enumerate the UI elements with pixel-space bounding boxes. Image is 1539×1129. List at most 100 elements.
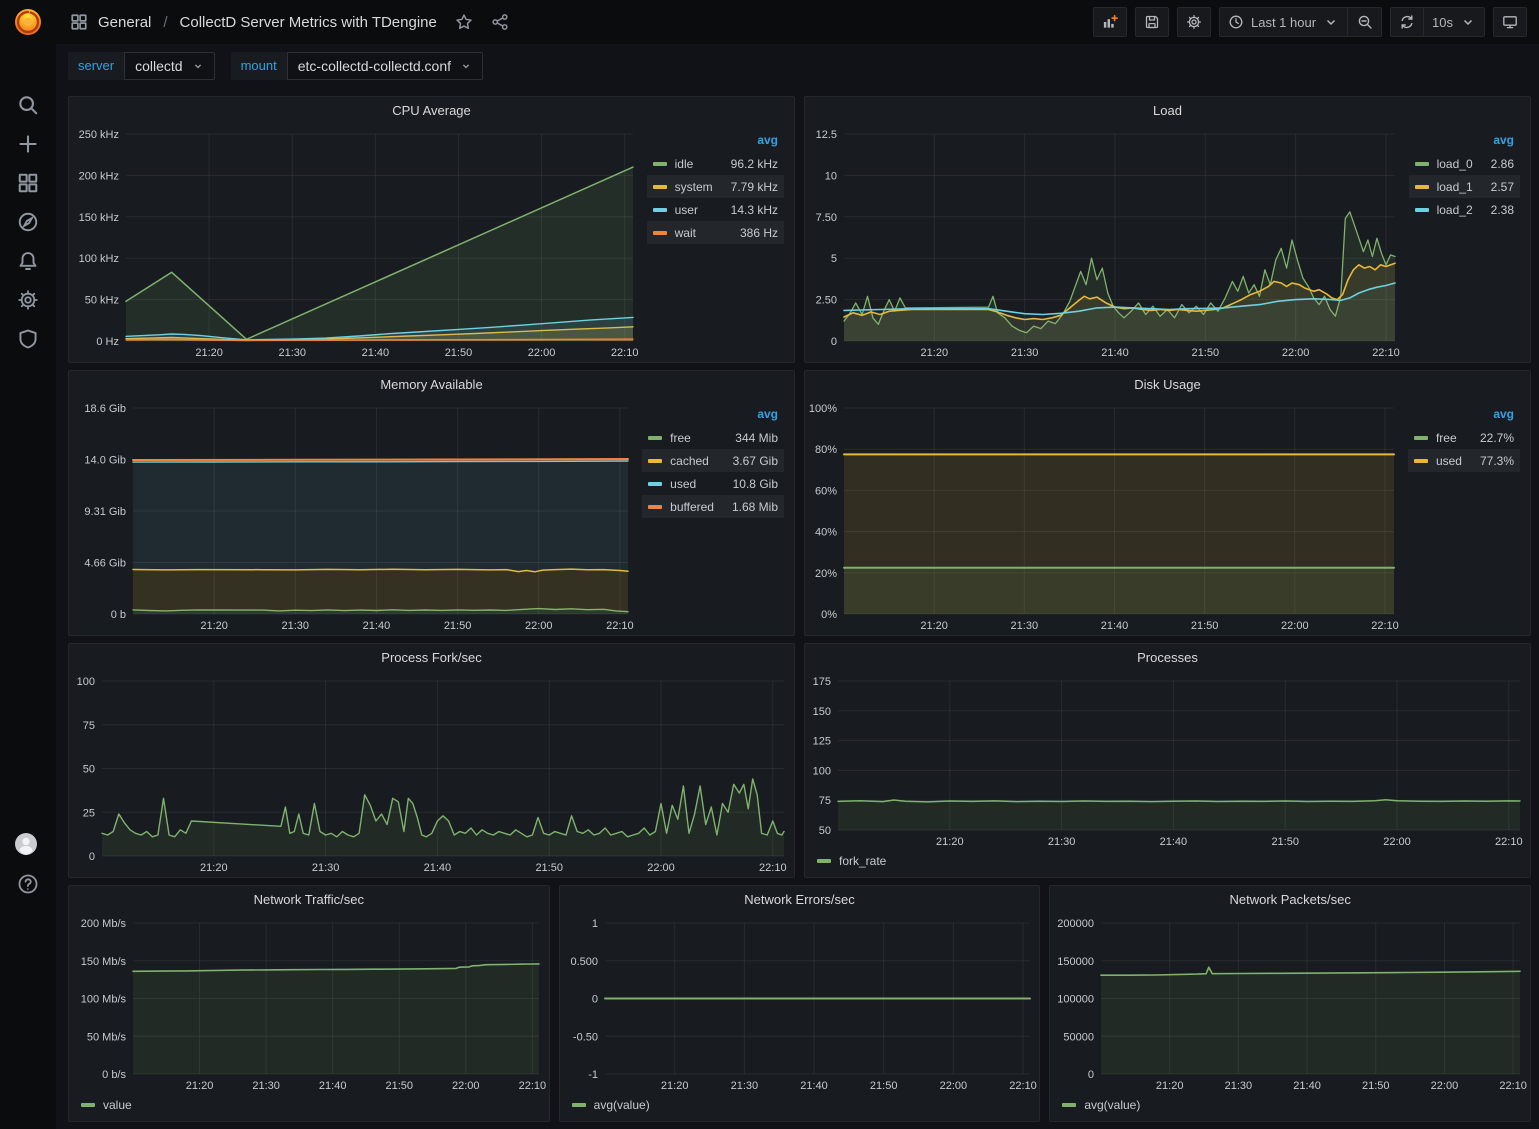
star-icon[interactable] <box>455 13 473 31</box>
svg-text:21:30: 21:30 <box>1011 620 1039 632</box>
chart-svg: 21:2021:3021:4021:5022:0022:100%20%40%60… <box>805 399 1404 635</box>
legend-label: wait <box>675 226 696 240</box>
chart-area[interactable]: 21:2021:3021:4021:5022:0022:100255075100 <box>69 672 794 877</box>
panel-title[interactable]: Disk Usage <box>805 371 1530 399</box>
chart-area[interactable]: 21:2021:3021:4021:5022:0022:100 b4.66 Gi… <box>69 399 638 635</box>
time-range-picker[interactable]: Last 1 hour <box>1219 7 1348 37</box>
legend-value: 96.2 kHz <box>713 157 778 171</box>
alerting-icon[interactable] <box>17 250 39 272</box>
cycle-view-mode-button[interactable] <box>1493 7 1527 37</box>
save-dashboard-button[interactable] <box>1135 7 1169 37</box>
svg-text:1: 1 <box>592 918 598 930</box>
legend-label: value <box>103 1098 132 1112</box>
legend-item[interactable]: free344 Mib <box>642 426 784 449</box>
zoom-out-button[interactable] <box>1348 7 1382 37</box>
svg-text:22:00: 22:00 <box>1383 836 1411 848</box>
legend-item[interactable]: used10.8 Gib <box>642 472 784 495</box>
dashboard-title[interactable]: CollectD Server Metrics with TDengine <box>180 14 437 31</box>
panel-legend[interactable]: fork_rate <box>805 851 1530 877</box>
panel-legend[interactable]: avg(value) <box>1050 1095 1530 1121</box>
help-icon[interactable] <box>17 873 39 895</box>
chart-area[interactable]: 21:2021:3021:4021:5022:0022:100%20%40%60… <box>805 399 1404 635</box>
dashboards-icon <box>70 13 88 31</box>
panel-legend[interactable]: avg(value) <box>560 1095 1040 1121</box>
legend-item[interactable]: load_02.86 <box>1409 152 1520 175</box>
add-panel-button[interactable] <box>1093 7 1127 37</box>
svg-text:25: 25 <box>83 807 95 819</box>
svg-text:21:50: 21:50 <box>870 1080 898 1092</box>
dashboard-row: CPU Average21:2021:3021:4021:5022:0022:1… <box>68 96 1531 363</box>
dashboard-settings-button[interactable] <box>1177 7 1211 37</box>
refresh-button[interactable] <box>1390 7 1424 37</box>
svg-text:200 Mb/s: 200 Mb/s <box>81 918 127 930</box>
legend-item[interactable]: free22.7% <box>1408 426 1520 449</box>
panel-network-packets-sec: Network Packets/sec21:2021:3021:4021:502… <box>1049 885 1531 1122</box>
chart-area[interactable]: 21:2021:3021:4021:5022:0022:100500001000… <box>1050 914 1530 1095</box>
chart-area[interactable]: 21:2021:3021:4021:5022:0022:105075100125… <box>805 672 1530 851</box>
search-icon[interactable] <box>17 94 39 116</box>
refresh-interval-picker[interactable]: 10s <box>1424 7 1485 37</box>
panel-title[interactable]: Network Traffic/sec <box>69 886 549 914</box>
variable-value-dropdown[interactable]: collectd <box>124 52 214 80</box>
refresh-group: 10s <box>1390 7 1485 37</box>
svg-text:0: 0 <box>592 994 598 1006</box>
panel-title[interactable]: Processes <box>805 644 1530 672</box>
chart-area[interactable]: 21:2021:3021:4021:5022:0022:100 Hz50 kHz… <box>69 125 643 362</box>
svg-text:22:10: 22:10 <box>759 862 787 874</box>
legend-item[interactable]: system7.79 kHz <box>647 175 784 198</box>
legend-item[interactable]: used77.3% <box>1408 449 1520 472</box>
legend-item[interactable]: idle96.2 kHz <box>647 152 784 175</box>
shield-icon[interactable] <box>17 328 39 350</box>
panel-network-traffic-sec: Network Traffic/sec21:2021:3021:4021:502… <box>68 885 550 1122</box>
panel-process-fork-sec: Process Fork/sec21:2021:3021:4021:5022:0… <box>68 643 795 878</box>
share-icon[interactable] <box>491 13 509 31</box>
panel-legend: avgfree22.7%used77.3% <box>1404 399 1530 472</box>
legend-item[interactable]: load_12.57 <box>1409 175 1520 198</box>
panel-memory-available: Memory Available21:2021:3021:4021:5022:0… <box>68 370 795 636</box>
svg-text:7.50: 7.50 <box>816 212 837 224</box>
legend-swatch <box>653 231 667 235</box>
legend-swatch <box>648 436 662 440</box>
legend-item[interactable]: load_22.38 <box>1409 198 1520 221</box>
avatar[interactable] <box>15 833 41 859</box>
svg-text:4.66 Gib: 4.66 Gib <box>84 558 126 570</box>
panel-title[interactable]: Network Errors/sec <box>560 886 1040 914</box>
sidebar <box>0 0 56 1129</box>
chart-area[interactable]: 21:2021:3021:4021:5022:0022:100 b/s50 Mb… <box>69 914 549 1095</box>
svg-text:0: 0 <box>89 851 95 863</box>
panel-title[interactable]: Process Fork/sec <box>69 644 794 672</box>
svg-text:100 Mb/s: 100 Mb/s <box>81 994 127 1006</box>
legend-value: 3.67 Gib <box>715 454 778 468</box>
panel-title[interactable]: Memory Available <box>69 371 794 399</box>
svg-text:21:20: 21:20 <box>936 836 964 848</box>
legend-item[interactable]: user14.3 kHz <box>647 198 784 221</box>
chart-area[interactable]: 21:2021:3021:4021:5022:0022:10-1-0.5000.… <box>560 914 1040 1095</box>
legend-value: 10.8 Gib <box>715 477 778 491</box>
svg-text:21:50: 21:50 <box>1271 836 1299 848</box>
panel-title[interactable]: Network Packets/sec <box>1050 886 1530 914</box>
svg-text:21:30: 21:30 <box>1048 836 1076 848</box>
legend-item[interactable]: buffered1.68 Mib <box>642 495 784 518</box>
breadcrumb-folder[interactable]: General <box>98 14 151 31</box>
panel-title[interactable]: Load <box>805 97 1530 125</box>
svg-text:150 kHz: 150 kHz <box>79 212 119 224</box>
variable-value-dropdown[interactable]: etc-collectd-collectd.conf <box>287 52 483 80</box>
svg-text:21:20: 21:20 <box>186 1080 214 1092</box>
legend-item[interactable]: cached3.67 Gib <box>642 449 784 472</box>
time-range-label: Last 1 hour <box>1251 15 1316 30</box>
svg-text:150 Mb/s: 150 Mb/s <box>81 956 127 968</box>
plus-icon[interactable] <box>17 133 39 155</box>
variable-mount: mount etc-collectd-collectd.conf <box>231 52 483 80</box>
settings-icon[interactable] <box>17 289 39 311</box>
panel-legend[interactable]: value <box>69 1095 549 1121</box>
chart-area[interactable]: 21:2021:3021:4021:5022:0022:1002.5057.50… <box>805 125 1405 362</box>
dashboards-icon[interactable] <box>17 172 39 194</box>
legend-item[interactable]: wait386 Hz <box>647 221 784 244</box>
svg-text:50 kHz: 50 kHz <box>85 295 119 307</box>
svg-text:22:00: 22:00 <box>1282 347 1310 359</box>
svg-text:75: 75 <box>819 795 831 807</box>
svg-text:0: 0 <box>831 336 837 348</box>
panel-title[interactable]: CPU Average <box>69 97 794 125</box>
grafana-logo-icon[interactable] <box>12 6 44 38</box>
explore-icon[interactable] <box>17 211 39 233</box>
